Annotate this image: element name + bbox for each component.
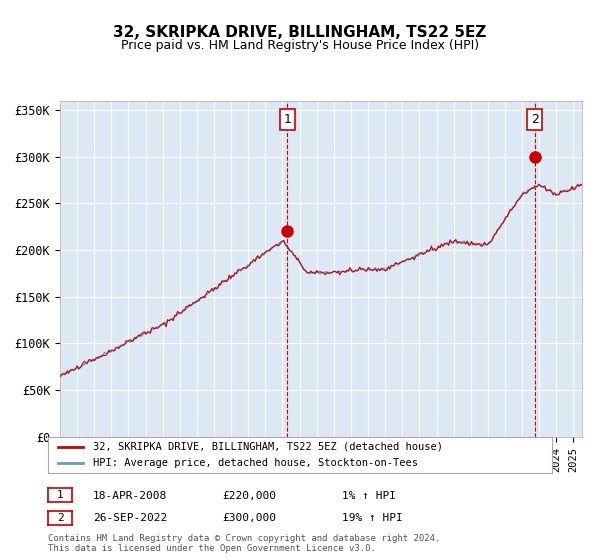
Text: HPI: Average price, detached house, Stockton-on-Tees: HPI: Average price, detached house, Stoc…: [94, 458, 418, 468]
Text: £220,000: £220,000: [222, 491, 276, 501]
Text: 1: 1: [284, 113, 292, 126]
Text: 2: 2: [56, 513, 64, 522]
Text: 19% ↑ HPI: 19% ↑ HPI: [342, 513, 403, 523]
Text: 26-SEP-2022: 26-SEP-2022: [93, 513, 167, 523]
Text: 18-APR-2008: 18-APR-2008: [93, 491, 167, 501]
Text: 1: 1: [56, 491, 64, 500]
Text: 1% ↑ HPI: 1% ↑ HPI: [342, 491, 396, 501]
Text: £300,000: £300,000: [222, 513, 276, 523]
Text: 32, SKRIPKA DRIVE, BILLINGHAM, TS22 5EZ: 32, SKRIPKA DRIVE, BILLINGHAM, TS22 5EZ: [113, 25, 487, 40]
Text: Contains HM Land Registry data © Crown copyright and database right 2024.
This d: Contains HM Land Registry data © Crown c…: [48, 534, 440, 553]
Text: Price paid vs. HM Land Registry's House Price Index (HPI): Price paid vs. HM Land Registry's House …: [121, 39, 479, 52]
Text: 32, SKRIPKA DRIVE, BILLINGHAM, TS22 5EZ (detached house): 32, SKRIPKA DRIVE, BILLINGHAM, TS22 5EZ …: [94, 442, 443, 452]
Text: 2: 2: [531, 113, 539, 126]
